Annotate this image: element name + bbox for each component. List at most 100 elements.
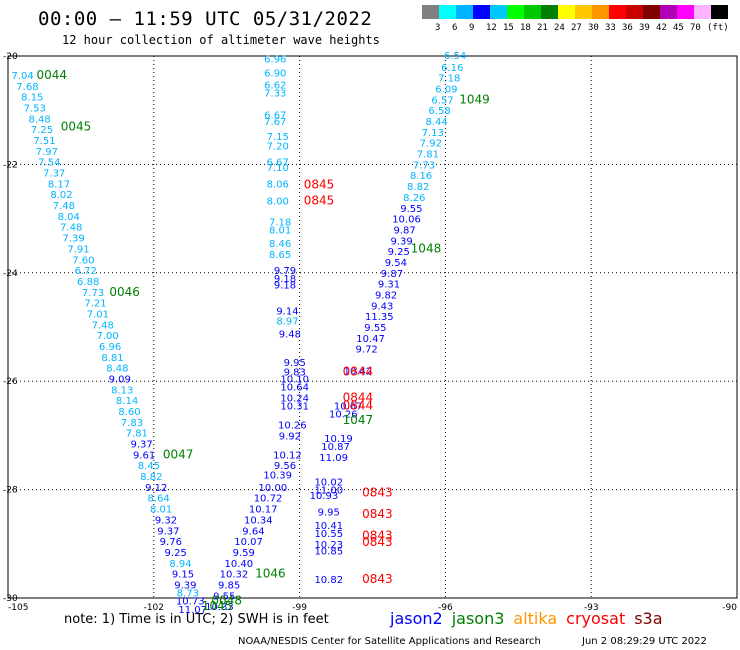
swh-label: 10.33 xyxy=(205,602,234,613)
color-swatch xyxy=(490,5,507,19)
lat-tick-label: -26 xyxy=(3,377,18,387)
color-swatch xyxy=(524,5,541,19)
swh-label: 7.13 xyxy=(422,128,444,139)
swh-label: 9.55 xyxy=(213,591,235,602)
swh-label: 8.94 xyxy=(169,559,191,570)
swh-label: 9.95 xyxy=(318,507,340,518)
swh-label: 10.31 xyxy=(280,402,309,413)
color-swatch xyxy=(575,5,592,19)
lat-tick-label: -28 xyxy=(3,486,18,496)
legend-item-altika: altika xyxy=(513,609,558,628)
pass-time-label: 1045 xyxy=(202,599,233,613)
swh-label: 6.67 xyxy=(264,111,286,122)
swh-label: 8.01 xyxy=(269,225,291,236)
color-scale-label: 36 xyxy=(622,23,633,33)
lat-tick-label: -24 xyxy=(3,269,18,279)
satellite-legend: jason2 jason3 altika cryosat s3a xyxy=(390,609,672,628)
lat-tick-label: -20 xyxy=(3,52,18,62)
swh-label: 10.23 xyxy=(314,540,343,551)
color-swatch xyxy=(439,5,456,19)
swh-label: 8.48 xyxy=(106,364,128,375)
map-frame xyxy=(7,55,738,599)
footer-credit: NOAA/NESDIS Center for Satellite Applica… xyxy=(238,636,541,647)
swh-label: 8.02 xyxy=(50,190,72,201)
lon-tick-label: -105 xyxy=(8,603,28,613)
pass-time-label: 0843 xyxy=(362,485,393,499)
color-swatch xyxy=(609,5,626,19)
swh-label: 6.88 xyxy=(77,277,99,288)
swh-label: 8.81 xyxy=(101,353,123,364)
swh-label: 9.95 xyxy=(284,358,306,369)
swh-label: 6.54 xyxy=(444,51,466,62)
legend-item-cryosat: cryosat xyxy=(566,609,626,628)
swh-label: 9.87 xyxy=(393,225,415,236)
legend-item-jason2: jason2 xyxy=(390,609,443,628)
swh-label: 9.61 xyxy=(133,450,155,461)
color-swatch xyxy=(626,5,643,19)
pass-time-label: 1048 xyxy=(411,241,442,255)
swh-label: 8.97 xyxy=(276,316,298,327)
footer-timestamp: Jun 2 08:29:29 UTC 2022 xyxy=(582,636,707,647)
swh-label: 10.93 xyxy=(310,491,339,502)
swh-label: 7.21 xyxy=(84,299,106,310)
lon-tick-label: -99 xyxy=(292,603,307,613)
swh-label: 6.72 xyxy=(75,266,97,277)
swh-label: 10.32 xyxy=(220,570,249,581)
color-scale-label: 15 xyxy=(503,23,514,33)
pass-time-label: 0844 xyxy=(343,390,374,404)
swh-label: 9.48 xyxy=(279,330,301,341)
swh-label: 6.96 xyxy=(99,342,121,353)
swh-label: 9.32 xyxy=(155,515,177,526)
swh-label: 10.41 xyxy=(314,521,343,532)
pass-time-label: 0845 xyxy=(304,177,335,191)
pass-time-label: 0843 xyxy=(362,507,393,521)
color-swatch xyxy=(660,5,677,19)
swh-label: 9.55 xyxy=(400,204,422,215)
swh-label: 6.67 xyxy=(267,158,289,169)
swh-label: 7.39 xyxy=(62,234,84,245)
swh-label: 10.10 xyxy=(280,374,309,385)
swh-label: 11.09 xyxy=(319,453,348,464)
swh-label: 11.07 xyxy=(178,605,207,616)
color-swatch xyxy=(541,5,558,19)
swh-label: 10.82 xyxy=(314,575,343,586)
color-scale-label: 33 xyxy=(605,23,616,33)
swh-label: 7.00 xyxy=(96,331,118,342)
page-title: 00:00 — 11:59 UTC 05/31/2022 xyxy=(38,8,373,30)
color-swatch xyxy=(694,5,711,19)
swh-label: 8.73 xyxy=(177,589,199,600)
swh-label: 6.62 xyxy=(264,81,286,92)
swh-label: 9.39 xyxy=(174,580,196,591)
swh-label: 7.81 xyxy=(126,429,148,440)
wave-height-labels: 6.546.167.186.096.576.588.447.137.927.81… xyxy=(11,51,466,616)
swh-label: 6.16 xyxy=(441,63,463,74)
swh-label: 9.31 xyxy=(378,280,400,291)
color-swatch xyxy=(507,5,524,19)
color-swatch xyxy=(643,5,660,19)
swh-label: 10.87 xyxy=(321,442,350,453)
swh-label: 9.25 xyxy=(165,548,187,559)
swh-label: 10.06 xyxy=(392,215,421,226)
color-scale-label: 70 xyxy=(690,23,701,33)
swh-label: 8.46 xyxy=(269,239,291,250)
swh-label: 9.56 xyxy=(274,461,296,472)
swh-label: 8.65 xyxy=(269,250,291,261)
swh-label: 9.59 xyxy=(233,548,255,559)
color-scale-label: 24 xyxy=(554,23,565,33)
swh-label: 10.17 xyxy=(249,505,278,516)
swh-label: 10.67 xyxy=(334,402,363,413)
swh-label: 7.48 xyxy=(53,201,75,212)
swh-label: 8.06 xyxy=(267,179,289,190)
pass-time-label: 0844 xyxy=(343,364,374,378)
swh-label: 9.82 xyxy=(375,290,397,301)
swh-label: 7.60 xyxy=(72,255,94,266)
swh-label: 7.51 xyxy=(33,136,55,147)
color-swatch xyxy=(422,5,439,19)
swh-label: 9.37 xyxy=(157,526,179,537)
swh-label: 9.79 xyxy=(274,266,296,277)
swh-label: 7.04 xyxy=(11,71,33,82)
swh-label: 10.00 xyxy=(259,483,288,494)
pass-time-label: 0044 xyxy=(36,68,67,82)
swh-label: 8.16 xyxy=(410,171,432,182)
